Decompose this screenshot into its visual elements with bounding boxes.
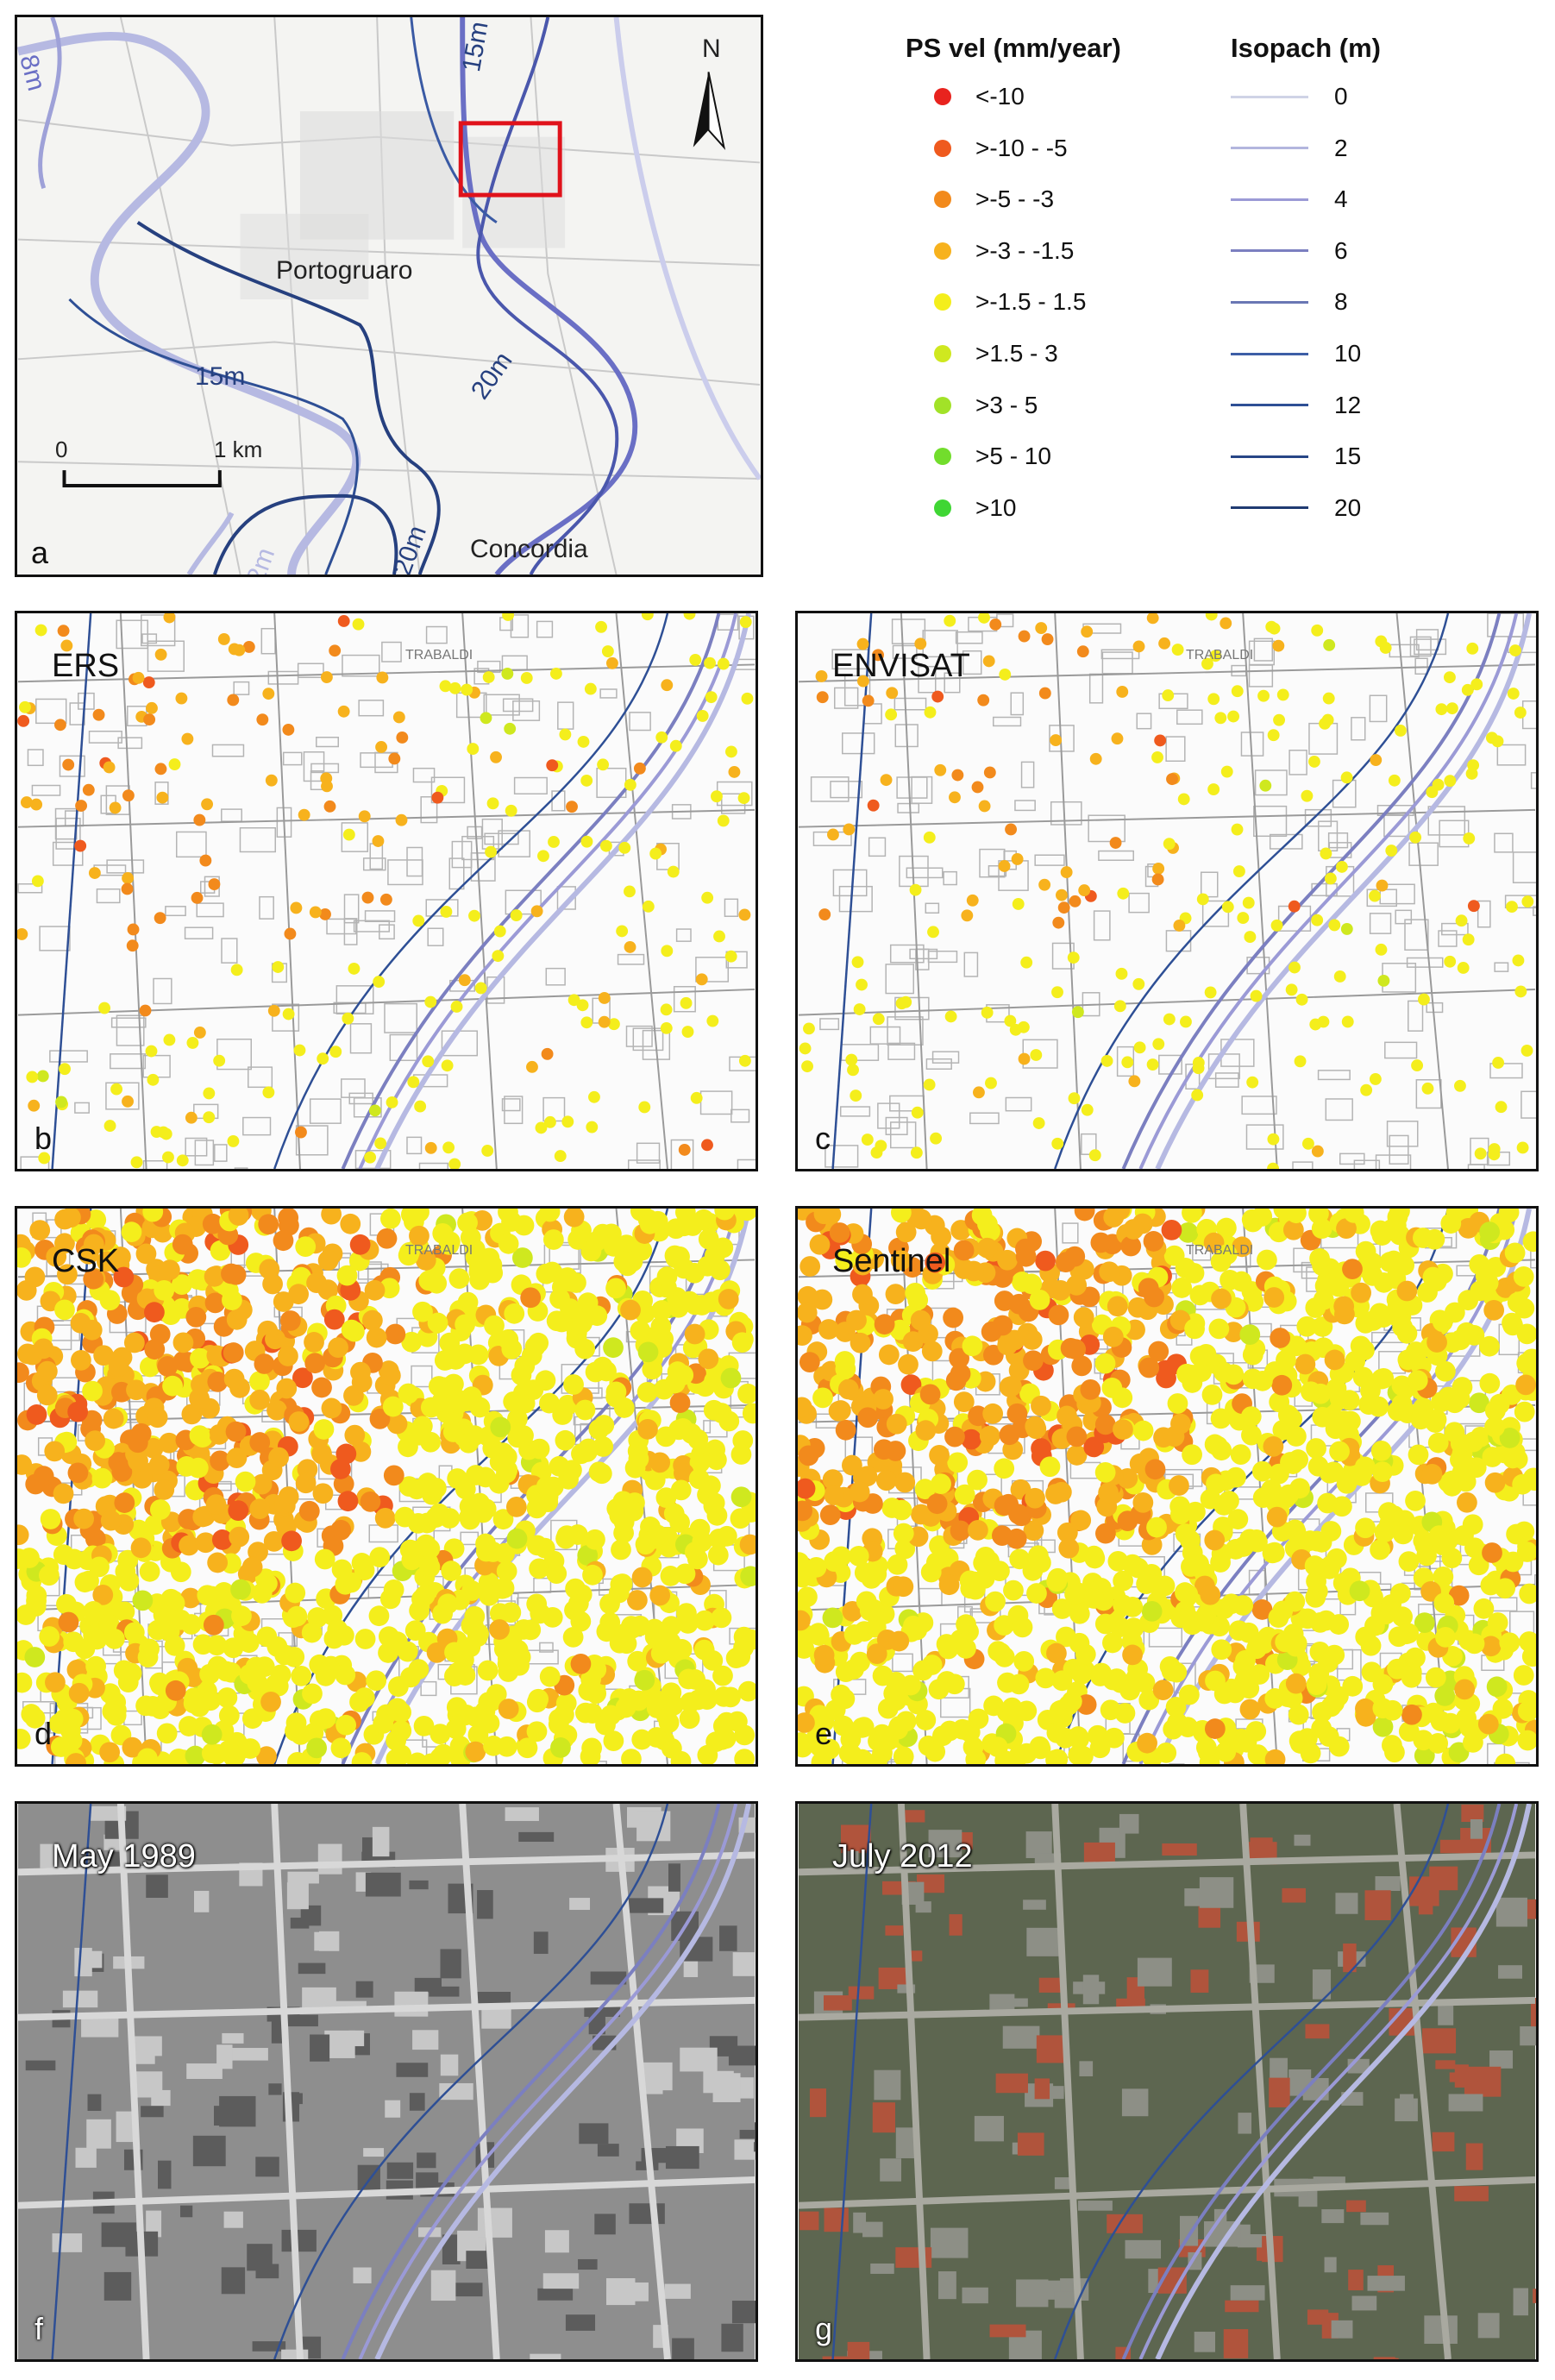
legend-isopach-swatch — [1231, 249, 1308, 253]
panel-letter: b — [34, 1121, 53, 1156]
map-panel-graphics — [798, 613, 1536, 1169]
legend-ps-swatch — [934, 191, 951, 209]
panel-letter-a: a — [31, 535, 49, 570]
legend-isopach-item: 8 — [1231, 285, 1348, 319]
legend-ps-swatch — [934, 396, 951, 414]
legend-ps-swatch — [934, 88, 951, 105]
map-panel-graphics — [17, 1804, 756, 2359]
panel-title: ERS — [52, 648, 120, 684]
map-panel-e: TRABALDI Sentinel e — [795, 1206, 1539, 1767]
map-panel-f: May 1989 f — [15, 1801, 758, 2362]
panel-letter: g — [815, 2311, 833, 2346]
legend-isopach-item: 10 — [1231, 336, 1361, 371]
legend-ps-label: >1.5 - 3 — [975, 340, 1058, 367]
legend-isopach-item: 6 — [1231, 234, 1348, 268]
street-label: TRABALDI — [1186, 648, 1254, 663]
legend-isopach-item: 2 — [1231, 131, 1348, 166]
panel-letter: d — [34, 1716, 53, 1751]
overview-map: N Portogruaro Concordia 0 1 km 8m 15m 15… — [15, 15, 763, 577]
panel-letter: c — [815, 1121, 831, 1156]
panel-title: CSK — [52, 1243, 120, 1279]
panel-title: May 1989 — [52, 1838, 196, 1874]
legend-isopach-item: 4 — [1231, 182, 1348, 217]
panel-letter: f — [34, 2311, 44, 2346]
map-panel-d: TRABALDI CSK d — [15, 1206, 758, 1767]
legend-isopach-swatch — [1231, 300, 1308, 304]
legend-isopach-swatch — [1231, 95, 1308, 98]
legend-isopach-label: 8 — [1334, 288, 1348, 316]
map-panel-graphics — [17, 613, 756, 1169]
legend-isopach-item: 15 — [1231, 439, 1361, 474]
town-label-concordia: Concordia — [470, 535, 588, 563]
legend-ps-label: <-10 — [975, 83, 1025, 110]
panel-title: Sentinel — [832, 1243, 951, 1279]
panel-letter: e — [815, 1716, 833, 1751]
legend-ps-item: >-1.5 - 1.5 — [934, 285, 1086, 319]
scale-label-end: 1 km — [214, 436, 263, 462]
legend-isopach-title: Isopach (m) — [1231, 33, 1381, 63]
legend-isopach-label: 15 — [1334, 443, 1362, 470]
map-panel-b: TRABALDI ERS b — [15, 611, 758, 1171]
legend-isopach-item: 12 — [1231, 388, 1361, 423]
legend-ps-item: >-3 - -1.5 — [934, 234, 1074, 268]
legend-ps-swatch — [934, 242, 951, 260]
legend-isopach-item: 0 — [1231, 79, 1348, 114]
street-label: TRABALDI — [405, 1243, 473, 1258]
legend-ps-title: PS vel (mm/year) — [906, 33, 1121, 63]
map-panel-graphics — [17, 1209, 756, 1764]
map-panel-graphics — [798, 1804, 1536, 2359]
legend-ps-item: >-5 - -3 — [934, 182, 1054, 217]
legend-isopach-swatch — [1231, 506, 1308, 510]
legend-isopach-label: 6 — [1334, 236, 1348, 264]
legend-isopach-label: 4 — [1334, 185, 1348, 213]
scale-label-start: 0 — [55, 436, 68, 462]
legend-ps-swatch — [934, 499, 951, 517]
legend-isopach-label: 0 — [1334, 83, 1348, 110]
legend-ps-label: >-3 - -1.5 — [975, 236, 1075, 264]
overview-map-graphics — [17, 17, 761, 575]
legend-isopach-swatch — [1231, 147, 1308, 150]
map-panel-c: TRABALDI ENVISAT c — [795, 611, 1539, 1171]
street-label: TRABALDI — [405, 648, 473, 663]
legend-isopach-swatch — [1231, 404, 1308, 407]
legend-ps-swatch — [934, 448, 951, 466]
legend-ps-item: >1.5 - 3 — [934, 336, 1058, 371]
legend-ps-item: >-10 - -5 — [934, 131, 1068, 166]
legend-isopach-swatch — [1231, 352, 1308, 355]
legend-ps-label: >-10 - -5 — [975, 134, 1068, 161]
panel-title: ENVISAT — [832, 648, 970, 684]
legend-ps-label: >-1.5 - 1.5 — [975, 288, 1087, 316]
legend-ps-label: >3 - 5 — [975, 391, 1038, 418]
legend-ps-label: >5 - 10 — [975, 443, 1051, 470]
street-label: TRABALDI — [1186, 1243, 1254, 1258]
legend-ps-item: >10 — [934, 491, 1017, 525]
legend-ps-swatch — [934, 139, 951, 157]
legend-ps-item: <-10 — [934, 79, 1025, 114]
map-panel-g: July 2012 g — [795, 1801, 1539, 2362]
north-label: N — [702, 35, 721, 63]
legend-ps-swatch — [934, 293, 951, 311]
legend-isopach-label: 10 — [1334, 340, 1362, 367]
legend-ps-item: >5 - 10 — [934, 439, 1051, 474]
legend-isopach-label: 12 — [1334, 391, 1362, 418]
legend-isopach-swatch — [1231, 455, 1308, 458]
legend-isopach-label: 20 — [1334, 493, 1362, 521]
legend-isopach-label: 2 — [1334, 134, 1348, 161]
legend-ps-swatch — [934, 345, 951, 362]
contour-label-15m-west: 15m — [195, 362, 246, 391]
legend-ps-label: >10 — [975, 493, 1017, 521]
legend-ps-label: >-5 - -3 — [975, 185, 1055, 213]
map-panel-graphics — [798, 1209, 1536, 1764]
legend-isopach-swatch — [1231, 198, 1308, 201]
panel-title: July 2012 — [832, 1838, 973, 1874]
legend-ps-item: >3 - 5 — [934, 388, 1038, 423]
town-label-portogruaro: Portogruaro — [276, 256, 413, 285]
legend-isopach-item: 20 — [1231, 491, 1361, 525]
